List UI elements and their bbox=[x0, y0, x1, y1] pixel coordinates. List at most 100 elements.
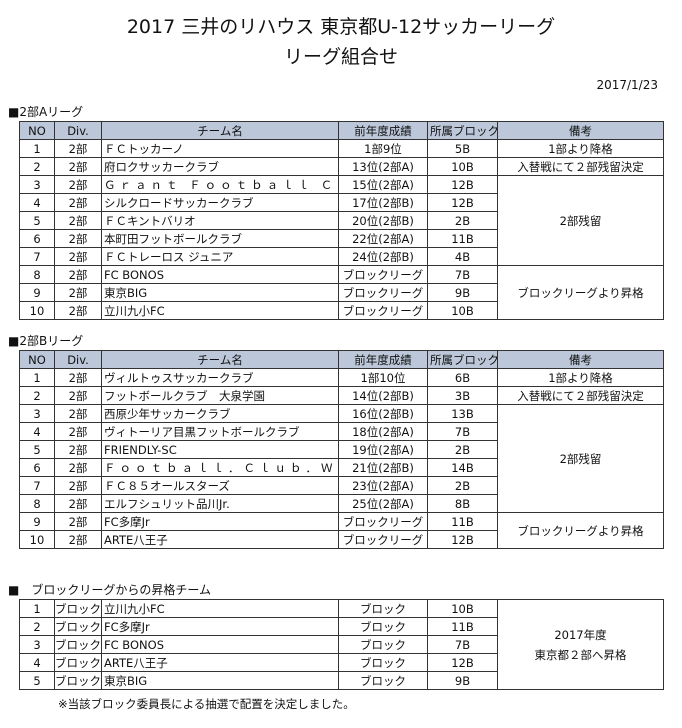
row-div: 2部 bbox=[54, 157, 102, 176]
team-name: Ｆｏｏｔｂａｌｌ．Ｃｌｕｂ．Ｗａｒａｇ bbox=[101, 458, 339, 477]
prev-result: ブロックリーグ bbox=[338, 265, 428, 284]
block: 10B bbox=[427, 301, 498, 320]
row-no: 1 bbox=[19, 139, 55, 158]
team-name: シルクロードサッカークラブ bbox=[101, 193, 339, 212]
team-name: ARTE八王子 bbox=[101, 653, 339, 672]
league-a-heading: ■2部Aリーグ bbox=[8, 105, 84, 119]
header-team-name: チーム名 bbox=[101, 350, 339, 369]
row-div: 2部 bbox=[54, 175, 102, 194]
row-div: 2部 bbox=[54, 368, 102, 387]
team-name: 府ロクサッカークラブ bbox=[101, 157, 339, 176]
table-row: 10 2部 立川九小FC ブロックリーグ 10B bbox=[19, 301, 664, 320]
prev-result: 23位(2部A) bbox=[338, 476, 428, 495]
block: 7B bbox=[427, 265, 498, 284]
table-row: 8 2部 FC BONOS ブロックリーグ 7B ブロックリーグより昇格 bbox=[19, 265, 664, 320]
prev-result: ブロック bbox=[338, 599, 428, 618]
row-div: 2部 bbox=[54, 193, 102, 212]
prev-result: 20位(2部B) bbox=[338, 211, 428, 230]
prev-result: ブロック bbox=[338, 635, 428, 654]
row-div: 2部 bbox=[54, 247, 102, 266]
row-div: 2部 bbox=[54, 301, 102, 320]
remark: 1部より降格 bbox=[497, 139, 664, 158]
block: 6B bbox=[427, 368, 498, 387]
header-prev-result: 前年度成績 bbox=[338, 350, 428, 369]
row-div: 2部 bbox=[54, 265, 102, 284]
team-name: FRIENDLY-SC bbox=[101, 440, 339, 459]
row-no: 1 bbox=[19, 368, 55, 387]
row-div: 2部 bbox=[54, 440, 102, 459]
row-no: 2 bbox=[19, 617, 55, 636]
header-block: 所属ブロック bbox=[427, 350, 498, 369]
league-a-table: NO Div. チーム名 前年度成績 所属ブロック 備考 1 2部 ＦＣトッカーノ 1部9位 5B 1… bbox=[19, 121, 664, 320]
block: 8B bbox=[427, 494, 498, 513]
row-no: 5 bbox=[19, 440, 55, 459]
team-name: ARTE八王子 bbox=[101, 530, 339, 549]
title-line1: 2017 三井のリハウス 東京都U-12サッカーリーグ bbox=[126, 16, 556, 38]
team-name: ＦＣ８５オールスターズ bbox=[101, 476, 339, 495]
table-row: 7 2部 ＦＣ８５オールスターズ 23位(2部A) 2B bbox=[19, 476, 664, 495]
date: 2017/1/23 bbox=[596, 78, 658, 92]
row-no: 3 bbox=[19, 404, 55, 423]
block: 2B bbox=[427, 211, 498, 230]
row-no: 4 bbox=[19, 193, 55, 212]
team-name: FC BONOS bbox=[101, 635, 339, 654]
row-div: ブロック bbox=[54, 635, 102, 654]
header-block: 所属ブロック bbox=[427, 121, 498, 140]
prev-result: 13位(2部A) bbox=[338, 157, 428, 176]
row-no: 4 bbox=[19, 422, 55, 441]
table-row: 5 2部 FRIENDLY-SC 19位(2部A) 2B bbox=[19, 440, 664, 459]
row-div: 2部 bbox=[54, 404, 102, 423]
row-div: 2部 bbox=[54, 476, 102, 495]
block: 2B bbox=[427, 440, 498, 459]
row-div: 2部 bbox=[54, 283, 102, 302]
block: 12B bbox=[427, 530, 498, 549]
row-no: 3 bbox=[19, 175, 55, 194]
table-row: 4 ブロック ARTE八王子 ブロック 12B bbox=[19, 653, 664, 672]
prev-result: 18位(2部A) bbox=[338, 422, 428, 441]
row-no: 10 bbox=[19, 530, 55, 549]
table-row: 6 2部 本町田フットボールクラブ 22位(2部A) 11B bbox=[19, 229, 664, 248]
remark: 入替戦にて２部残留決定 bbox=[497, 157, 664, 176]
prev-result: ブロック bbox=[338, 671, 428, 690]
prev-result: 1部9位 bbox=[338, 139, 428, 158]
header-row: NO Div. チーム名 前年度成績 所属ブロック 備考 bbox=[19, 350, 664, 369]
header-no: NO bbox=[19, 121, 55, 140]
table-row: 1 2部 ヴィルトゥスサッカークラブ 1部10位 6B 1部より降格 bbox=[19, 368, 664, 387]
header-div: Div. bbox=[54, 350, 102, 369]
table-row: 2 ブロック FC多摩Jr ブロック 11B bbox=[19, 617, 664, 636]
block: 10B bbox=[427, 157, 498, 176]
prev-result: ブロックリーグ bbox=[338, 512, 428, 531]
table-row: 2 2部 フットボールクラブ 大泉学園 14位(2部B) 3B 入替戦にて２部残留決定 bbox=[19, 386, 664, 405]
row-div: ブロック bbox=[54, 599, 102, 618]
team-name: ＦＣキントバリオ bbox=[101, 211, 339, 230]
remark: ブロックリーグより昇格 bbox=[497, 512, 664, 549]
block: 7B bbox=[427, 422, 498, 441]
table-row: 9 2部 東京BIG ブロックリーグ 9B bbox=[19, 283, 664, 302]
prev-result: 22位(2部A) bbox=[338, 229, 428, 248]
team-name: 本町田フットボールクラブ bbox=[101, 229, 339, 248]
team-name: ＦＣトッカーノ bbox=[101, 139, 339, 158]
header-remarks: 備考 bbox=[497, 121, 664, 140]
header-no: NO bbox=[19, 350, 55, 369]
team-name: ＦＣトレーロス ジュニア bbox=[101, 247, 339, 266]
row-no: 10 bbox=[19, 301, 55, 320]
row-div: ブロック bbox=[54, 671, 102, 690]
team-name: 立川九小FC bbox=[101, 599, 339, 618]
team-name: ヴィトーリア目黒フットボールクラブ bbox=[101, 422, 339, 441]
block: 9B bbox=[427, 283, 498, 302]
remark: 2部残留 bbox=[497, 175, 664, 266]
team-name: FC BONOS bbox=[101, 265, 339, 284]
block: 12B bbox=[427, 193, 498, 212]
row-no: 7 bbox=[19, 476, 55, 495]
remark-line2: 東京都２部へ昇格 bbox=[534, 647, 627, 662]
table-row: 5 ブロック 東京BIG ブロック 9B bbox=[19, 671, 664, 690]
prev-result: ブロックリーグ bbox=[338, 301, 428, 320]
block: 7B bbox=[427, 635, 498, 654]
prev-result: 17位(2部B) bbox=[338, 193, 428, 212]
table-row: 3 ブロック FC BONOS ブロック 7B bbox=[19, 635, 664, 654]
team-name: エルフシュリット品川Jr. bbox=[101, 494, 339, 513]
remark: 2017年度 東京都２部へ昇格 bbox=[497, 599, 664, 690]
